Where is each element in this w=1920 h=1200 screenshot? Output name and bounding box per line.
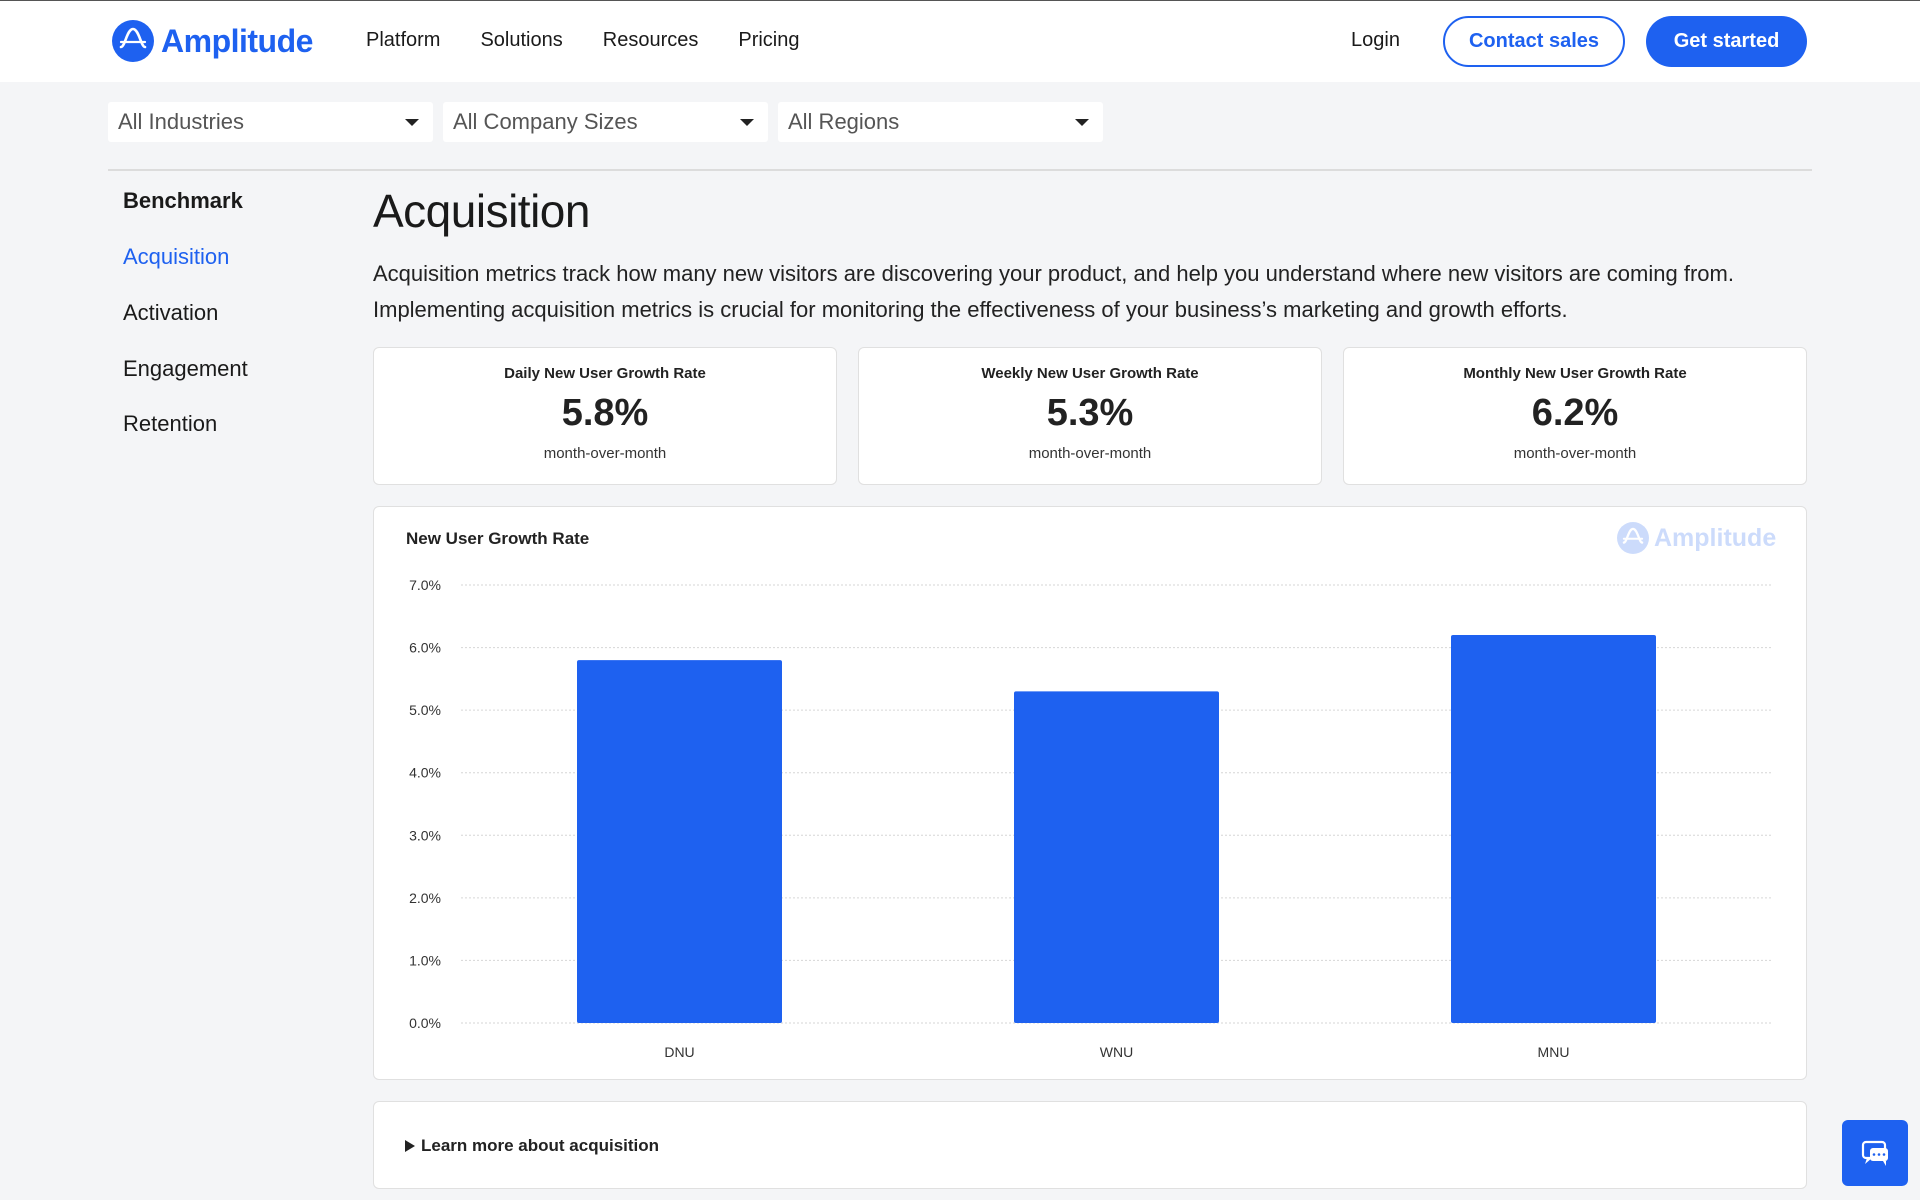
logo[interactable]: Amplitude — [112, 19, 313, 63]
y-tick-label: 6.0% — [409, 640, 441, 656]
y-tick-label: 5.0% — [409, 702, 441, 718]
metric-value: 6.2% — [1531, 392, 1619, 434]
learn-more-toggle[interactable]: Learn more about acquisition — [405, 1136, 659, 1156]
bar-wnu — [1014, 691, 1219, 1023]
page-title: Acquisition — [373, 185, 590, 237]
y-tick-label: 7.0% — [409, 577, 441, 593]
bar-mnu — [1451, 635, 1656, 1023]
x-tick-label: WNU — [1100, 1044, 1133, 1060]
metric-subtext: month-over-month — [1028, 445, 1152, 462]
sidebar-item-engagement[interactable]: Engagement — [123, 356, 248, 381]
divider — [108, 169, 1812, 171]
caret-down-icon — [405, 119, 419, 126]
amplitude-logo-icon — [1617, 522, 1649, 554]
company-size-select-value: All Company Sizes — [453, 109, 638, 134]
learn-more-card: Learn more about acquisition — [373, 1101, 1807, 1189]
chart-card: 0.0% 1.0% 2.0% 3.0% 4.0% 5.0% 6.0% 7.0% DNU WNU MN… — [373, 506, 1807, 1080]
region-select[interactable]: All Regions — [778, 102, 1103, 142]
sidebar-item-activation[interactable]: Activation — [123, 300, 219, 325]
y-tick-label: 3.0% — [409, 827, 441, 843]
learn-more-label: Learn more about acquisition — [421, 1136, 660, 1155]
chart-title: New User Growth Rate — [406, 529, 590, 548]
y-tick-label: 2.0% — [409, 890, 441, 906]
sidebar-item-retention[interactable]: Retention — [123, 411, 218, 436]
amplitude-logo-icon — [112, 20, 154, 62]
top-navigation: Amplitude Platform Solutions Resources P… — [0, 0, 1920, 82]
caret-down-icon — [1075, 119, 1089, 126]
y-tick-label: 1.0% — [409, 952, 441, 968]
expand-triangle-icon — [405, 1140, 415, 1152]
metric-card-monthly: Monthly New User Growth Rate 6.2% month-… — [1343, 347, 1807, 485]
chart-watermark: Amplitude — [1617, 522, 1776, 554]
chat-button[interactable] — [1842, 1120, 1908, 1186]
login-link[interactable]: Login — [1351, 29, 1400, 51]
metric-card-daily: Daily New User Growth Rate 5.8% month-ov… — [373, 347, 837, 485]
nav-pricing[interactable]: Pricing — [738, 29, 800, 51]
primary-nav: Platform Solutions Resources Pricing — [366, 29, 800, 52]
metric-label: Weekly New User Growth Rate — [981, 365, 1199, 382]
metric-label: Monthly New User Growth Rate — [1463, 365, 1687, 382]
nav-resources[interactable]: Resources — [602, 29, 699, 51]
company-size-select[interactable]: All Company Sizes — [443, 102, 768, 142]
nav-platform[interactable]: Platform — [366, 29, 441, 51]
metric-subtext: month-over-month — [1513, 445, 1637, 462]
metric-subtext: month-over-month — [543, 445, 667, 462]
industry-select[interactable]: All Industries — [108, 102, 433, 142]
bar-dnu — [577, 660, 782, 1023]
sidebar-title: Benchmark — [123, 188, 243, 213]
metric-value: 5.3% — [1046, 392, 1134, 434]
chat-bubbles-icon — [1861, 1140, 1888, 1166]
caret-down-icon — [740, 119, 754, 126]
metric-card-weekly: Weekly New User Growth Rate 5.3% month-o… — [858, 347, 1322, 485]
industry-select-value: All Industries — [118, 109, 244, 134]
y-tick-label: 0.0% — [409, 1015, 441, 1031]
watermark-text: Amplitude — [1654, 523, 1777, 552]
metric-label: Daily New User Growth Rate — [504, 365, 706, 382]
brand-name: Amplitude — [161, 22, 313, 59]
x-tick-label: MNU — [1538, 1044, 1570, 1060]
region-select-value: All Regions — [788, 109, 900, 134]
metric-value: 5.8% — [561, 392, 649, 434]
page-description: Acquisition metrics track how many new v… — [373, 261, 1734, 322]
sidebar-item-acquisition[interactable]: Acquisition — [123, 244, 230, 269]
bar-chart: 0.0% 1.0% 2.0% 3.0% 4.0% 5.0% 6.0% 7.0% DNU WNU MN… — [409, 577, 1772, 1060]
nav-solutions[interactable]: Solutions — [480, 29, 563, 51]
x-tick-label: DNU — [664, 1044, 694, 1060]
contact-sales-button[interactable]: Contact sales — [1443, 16, 1625, 67]
y-tick-label: 4.0% — [409, 765, 441, 781]
get-started-button[interactable]: Get started — [1646, 16, 1807, 67]
